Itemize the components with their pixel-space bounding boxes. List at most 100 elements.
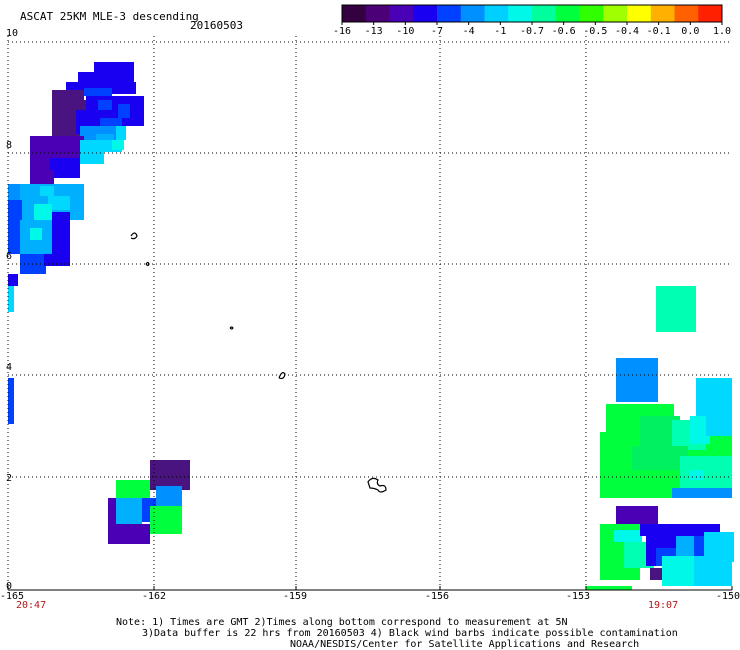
colorbar [341, 4, 723, 25]
wind-cell [656, 286, 696, 332]
colorbar-tick-label: -1 [494, 26, 507, 37]
wind-cell [118, 104, 130, 118]
colorbar-segment [437, 5, 462, 22]
island-outlines [130, 232, 387, 493]
wind-cell [80, 150, 104, 164]
colorbar-tick-label: -0.4 [614, 26, 640, 37]
y-tick-label: 10 [6, 28, 19, 39]
colorbar-segment [532, 5, 557, 22]
colorbar-segment [460, 5, 485, 22]
wind-cell [80, 140, 122, 152]
colorbar-segment [555, 5, 580, 22]
island-outline [367, 477, 387, 493]
colorbar-tick-label: -7 [430, 26, 444, 37]
colorbar-segment [389, 5, 414, 22]
note-line-1: Note: 1) Times are GMT 2)Times along bot… [116, 617, 568, 628]
wind-cell [80, 126, 126, 140]
wind-cell [690, 470, 704, 480]
y-tick-label: 0 [6, 581, 13, 592]
wind-cell [694, 556, 732, 586]
wind-cell [52, 90, 84, 100]
wind-cell [8, 274, 18, 286]
wind-cell [616, 358, 658, 402]
wind-cell [150, 460, 190, 490]
wind-cell [116, 498, 142, 524]
colorbar-segment [365, 5, 390, 22]
wind-cell [50, 158, 80, 178]
wind-cell [616, 506, 658, 524]
colorbar-tick-label: -13 [364, 26, 383, 37]
colorbar-tick-label: -0.6 [551, 26, 576, 37]
colorbar-tick-label: 1.0 [712, 26, 732, 37]
island-outline [130, 232, 138, 240]
wind-swaths [8, 62, 734, 590]
wind-cell [120, 524, 150, 544]
wind-cell [84, 88, 112, 96]
colorbar-tick-label: 0.0 [681, 26, 700, 37]
wind-cell [34, 204, 52, 220]
colorbar-tick-label: -0.1 [646, 26, 671, 37]
note-line-2: 3)Data buffer is 22 hrs from 20160503 4)… [142, 628, 678, 639]
wind-cell [96, 134, 114, 142]
wind-cell [672, 488, 732, 498]
island-outline [278, 372, 286, 380]
colorbar-segment [627, 5, 652, 22]
x-tick-label: -159 [283, 591, 308, 602]
x-tick-label: -162 [142, 591, 167, 602]
island-outline [229, 326, 234, 330]
wind-cell [116, 480, 150, 498]
wind-cell [156, 486, 182, 506]
colorbar-segment [342, 5, 367, 22]
wind-cell [40, 186, 54, 196]
wind-cell [94, 62, 134, 72]
wind-cell [696, 378, 732, 416]
x-tick-label: -156 [425, 591, 450, 602]
x-tick-label: -165 [0, 591, 25, 602]
wind-cell [116, 126, 126, 140]
x-tick-label: -150 [716, 591, 740, 602]
wind-cell [112, 140, 124, 150]
island-outline [145, 261, 150, 267]
y-tick-label: 6 [6, 251, 13, 262]
wind-cell [676, 536, 696, 560]
colorbar-tick-label: -0.5 [583, 26, 608, 37]
colorbar-segment [484, 5, 509, 22]
colorbar-segment [603, 5, 628, 22]
date-label: 20160503 [190, 19, 243, 32]
colorbar-segment [413, 5, 438, 22]
wind-cell [60, 136, 84, 158]
wind-cell [614, 530, 642, 542]
colorbar-segment [674, 5, 699, 22]
grid-lines [7, 36, 732, 590]
wind-cell [48, 196, 70, 210]
y-tick-label: 4 [6, 362, 13, 373]
y-tick-label: 2 [6, 473, 13, 484]
time-label-left: 20:47 [16, 600, 47, 611]
colorbar-tick-label: -16 [332, 26, 352, 37]
x-tick-label: -153 [566, 591, 591, 602]
product-title: ASCAT 25KM MLE-3 descending [20, 10, 199, 23]
wind-cell [78, 72, 134, 82]
wind-cell [690, 416, 710, 444]
wind-cell [44, 254, 68, 266]
wind-cell [586, 586, 632, 590]
wind-cell [680, 456, 732, 488]
colorbar-segment [508, 5, 533, 22]
colorbar-tick-label: -10 [396, 26, 415, 37]
y-tick-label: 8 [6, 140, 13, 151]
wind-cell [8, 286, 14, 312]
note-line-3: NOAA/NESDIS/Center for Satellite Applica… [290, 639, 640, 650]
wind-cell [640, 524, 720, 536]
wind-cell [98, 100, 112, 110]
wind-cell [30, 228, 42, 240]
colorbar-segment [579, 5, 604, 22]
wind-cell [662, 556, 698, 586]
colorbar-segment [698, 5, 723, 22]
colorbar-tick-label: -4 [462, 26, 475, 37]
wind-cell [30, 170, 54, 184]
colorbar-tick-label: -0.7 [519, 26, 545, 37]
colorbar-segment [650, 5, 675, 22]
time-label-right: 19:07 [648, 600, 679, 611]
